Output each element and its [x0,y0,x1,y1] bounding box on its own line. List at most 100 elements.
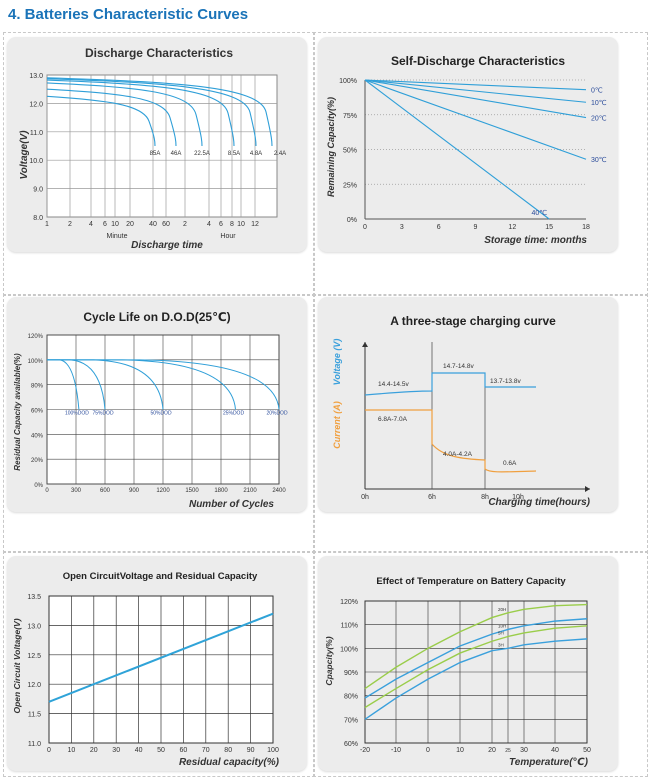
discharge-series-label: 46A [171,151,182,157]
selfdischarge-series-label: 30℃ [591,157,607,164]
cyclelife-ytick: 120% [28,334,44,340]
selfdischarge-ytick: 0% [347,217,357,224]
temperature-plot-area: 120% 110% 100% 90% 80% 70% 60%-20 -10 0 10 20 25 30 4… [340,599,591,754]
temperature-xtick: 25 [505,748,511,754]
selfdischarge-series-line [364,79,587,119]
cyclelife-ytick: 60% [31,409,44,415]
selfdischarge-xtick: 15 [545,224,553,231]
temperature-ytick: 60% [344,741,358,748]
ocv-xtick: 60 [180,747,188,754]
discharge-series-line [46,88,177,147]
temperature-xtick: -10 [391,747,401,754]
selfdischarge-ylabel: Remaining Capacity(%) [326,97,336,197]
temperature-xtick: -20 [360,747,370,754]
discharge-xtick: 12 [251,221,259,228]
cyclelife-xtick: 300 [71,488,82,494]
discharge-series-label: 22.5A [194,151,210,157]
ocv-plot-area: 13.5 13.0 12.5 12.0 11.5 11.0 0 10 20 30 40 50 60 70 8… [27,594,279,754]
temperature-xtick: 30 [520,747,528,754]
charging-xlabel: Charging time(hours) [488,497,590,508]
selfdischarge-xtick: 6 [437,224,441,231]
charging-ylabel-voltage: Voltage (V) [332,339,342,386]
discharge-xtick: 2 [183,221,187,228]
cyclelife-series-label: 50%DOD [150,411,172,417]
cyclelife-chart: Cycle Life on D.O.D(25℃) Residual Capaci… [13,310,288,510]
discharge-ytick: 12.0 [29,101,43,108]
cell-row3-right [313,551,648,777]
cyclelife-ytick: 100% [28,359,44,365]
temperature-series-label: 10H [498,623,506,628]
cyclelife-ytick: 80% [31,384,44,390]
selfdischarge-xtick: 18 [582,224,590,231]
ocv-xtick: 20 [90,747,98,754]
selfdischarge-xtick: 3 [400,224,404,231]
discharge-series-line [46,82,203,147]
charging-chart: A three-stage charging curve Voltage (V)… [332,314,591,508]
discharge-series-label: 2.4A [274,151,286,157]
cyclelife-xtick: 900 [129,488,140,494]
cyclelife-series-line [47,359,280,410]
charging-annotation: 0.6A [503,460,517,467]
temperature-chart-card: Effect of Temperature on Battery Capacit… [318,556,618,771]
ocv-xtick: 0 [47,747,51,754]
discharge-ytick: 8.0 [33,215,43,222]
ocv-chart: Open CircuitVoltage and Residual Capacit… [12,571,280,768]
selfdischarge-plot-area: 100% 75% 50% 25% 0% 0 3 6 9 12 15 18 0℃ 10℃ 20℃ 30℃ 40℃ [339,78,607,231]
discharge-xtick: 20 [126,221,134,228]
ocv-ytick: 11.0 [28,741,41,748]
temperature-ytick: 120% [340,599,358,606]
ocv-xtick: 90 [247,747,255,754]
selfdischarge-ytick: 75% [343,113,357,120]
cyclelife-ytick: 0% [34,483,43,489]
cyclelife-xtick: 1200 [156,488,170,494]
ocv-ytick: 12.0 [27,682,41,689]
temperature-xlabel: Temperature(℃) [509,757,589,768]
discharge-ytick: 10.0 [29,158,43,165]
charging-chart-card: A three-stage charging curve Voltage (V)… [318,297,618,512]
cyclelife-title: Cycle Life on D.O.D(25℃) [83,310,230,324]
selfdischarge-series-line [364,79,587,160]
temperature-series-line [364,625,588,709]
temperature-series-line [364,603,588,690]
charging-xtick: 8h [481,494,489,501]
ocv-xtick: 50 [157,747,165,754]
selfdischarge-ytick: 100% [339,78,357,85]
discharge-ylabel: Voltage(V) [19,130,30,180]
discharge-xtick: 6 [219,221,223,228]
cyclelife-xtick: 0 [45,488,49,494]
cyclelife-series-label: 20%DOD [266,411,288,417]
discharge-xtick: 40 [149,221,157,228]
ocv-ytick: 13.5 [27,594,41,601]
temperature-xtick: 50 [583,747,591,754]
ocv-ylabel: Open Circuit Voltage(V) [12,618,22,713]
ocv-xlabel: Residual capacity(%) [179,757,280,768]
selfdischarge-ytick: 25% [343,182,357,189]
charging-annotation: 6.8A-7.0A [378,416,408,423]
temperature-ytick: 80% [344,694,358,701]
cell-row1-right [313,32,648,296]
cyclelife-series-label: 75%DOD [92,411,114,417]
charging-ylabel-current: Current (A) [332,401,342,449]
ocv-xtick: 10 [68,747,76,754]
selfdischarge-xlabel: Storage time: months [484,235,587,246]
cyclelife-xtick: 1500 [185,488,199,494]
cyclelife-xtick: 1800 [214,488,228,494]
cell-row1-left [3,32,315,296]
cyclelife-ytick: 40% [31,433,44,439]
discharge-ytick: 13.0 [29,73,43,80]
ocv-title: Open CircuitVoltage and Residual Capacit… [63,571,258,582]
discharge-ytick: 11.0 [30,130,43,137]
selfdischarge-chart: Self-Discharge Characteristics Remaining… [326,54,607,246]
cyclelife-xlabel: Number of Cycles [189,499,274,510]
discharge-xtick: 2 [68,221,72,228]
section-heading: 4. Batteries Characteristic Curves [8,6,249,23]
ocv-ytick: 11.5 [28,712,41,719]
discharge-xtick: 60 [162,221,170,228]
cyclelife-chart-card: Cycle Life on D.O.D(25℃) Residual Capaci… [7,297,307,512]
temperature-series-label: 5H [498,631,504,636]
discharge-xtick: 4 [89,221,93,228]
discharge-series-label: 8.5A [228,151,240,157]
temperature-series-label: 20H [498,607,506,612]
temperature-ytick: 110% [341,623,358,630]
charging-annotation: 14.7-14.8v [443,363,474,370]
